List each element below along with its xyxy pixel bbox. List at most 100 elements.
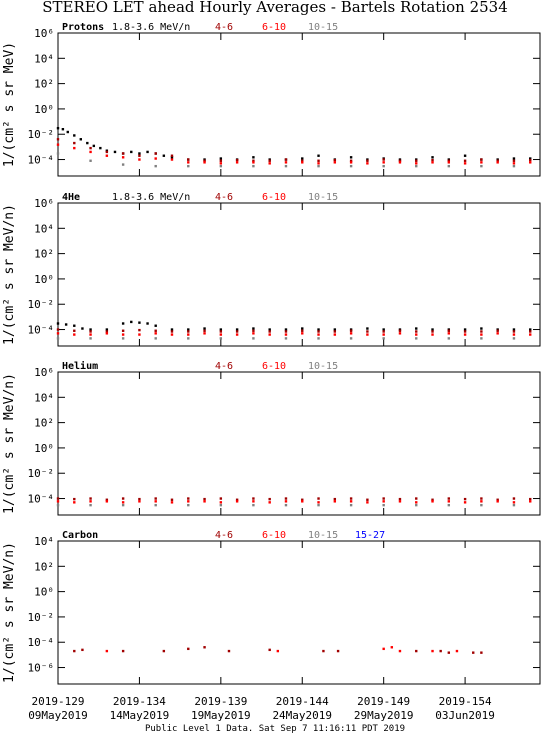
data-point: [529, 330, 532, 333]
data-point: [219, 159, 223, 162]
data-point: [268, 333, 271, 336]
data-point: [138, 497, 141, 501]
data-point: [203, 329, 206, 332]
data-point: [333, 500, 337, 503]
y-tick-label: 10⁻⁴: [28, 636, 55, 649]
data-point: [480, 161, 483, 164]
data-point: [317, 159, 320, 162]
data-point: [284, 158, 288, 161]
data-point: [496, 159, 499, 162]
data-point: [301, 327, 304, 330]
data-point: [219, 328, 223, 331]
data-point: [121, 501, 125, 504]
data-point: [382, 328, 385, 331]
data-point: [480, 327, 483, 330]
data-point: [154, 497, 157, 500]
data-point: [349, 328, 353, 331]
data-point: [512, 501, 516, 504]
data-point: [203, 158, 206, 161]
legend-entry: 6-10: [262, 22, 286, 33]
plot-frame: [57, 371, 541, 516]
data-point: [512, 330, 516, 333]
data-point: [415, 330, 418, 333]
legend-entry: 1.8-3.6 MeV/n: [112, 22, 190, 33]
data-point: [382, 330, 385, 333]
data-point: [187, 164, 190, 168]
data-point: [529, 157, 532, 160]
y-tick-label: 10⁻⁶: [28, 662, 55, 675]
data-point: [447, 164, 451, 168]
data-point: [154, 503, 157, 507]
data-point: [235, 328, 239, 331]
data-point: [301, 498, 304, 501]
data-point: [73, 497, 76, 501]
y-tick-label: 10⁻²: [28, 611, 55, 624]
y-tick-label: 10⁴: [34, 52, 54, 65]
data-point: [398, 161, 402, 164]
data-point: [105, 150, 109, 154]
data-point: [187, 500, 190, 503]
data-point: [162, 154, 166, 157]
data-point: [92, 144, 96, 148]
data-point: [154, 332, 157, 335]
data-point: [252, 497, 255, 500]
data-point: [366, 158, 369, 161]
y-tick-label: 10²: [34, 417, 54, 430]
data-point: [447, 337, 451, 340]
y-tick-label: 10⁻⁴: [28, 154, 55, 167]
data-point: [89, 159, 92, 162]
data-point: [138, 321, 141, 324]
data-point: [317, 337, 320, 340]
y-axis-label: 1/(cm² s sr MeV): [2, 42, 17, 167]
data-point: [447, 500, 451, 503]
data-point: [529, 158, 532, 162]
y-tick-label: 10⁻²: [28, 128, 55, 141]
data-point: [415, 158, 418, 161]
data-point: [203, 497, 206, 501]
data-point: [382, 161, 385, 164]
data-point: [480, 500, 483, 503]
data-point: [187, 503, 190, 507]
data-point: [317, 164, 320, 168]
data-point: [56, 143, 60, 146]
data-point: [415, 649, 418, 653]
plot-frame: [57, 202, 541, 347]
y-tick-label: 10⁶: [34, 27, 54, 40]
data-point: [447, 159, 451, 162]
data-point: [170, 330, 174, 333]
data-point: [301, 157, 304, 160]
data-point: [187, 158, 190, 161]
data-point: [447, 651, 451, 654]
data-point: [56, 138, 60, 141]
data-point: [398, 159, 402, 162]
data-point: [121, 497, 125, 500]
data-point: [73, 329, 76, 332]
data-point: [480, 337, 483, 340]
data-point: [130, 150, 133, 154]
data-point: [317, 330, 320, 333]
data-point: [219, 337, 223, 340]
data-point: [154, 324, 157, 327]
data-point: [529, 500, 532, 503]
data-point: [170, 158, 174, 161]
y-tick-label: 10²: [34, 560, 54, 573]
data-point: [56, 328, 60, 331]
plot-frame: [57, 540, 541, 685]
data-point: [89, 500, 92, 503]
data-point: [268, 159, 271, 162]
data-point: [398, 328, 402, 331]
data-point: [447, 497, 451, 500]
data-point: [219, 162, 223, 165]
data-point: [89, 330, 92, 333]
data-point: [512, 164, 516, 168]
data-point: [439, 649, 442, 653]
data-point: [235, 158, 239, 162]
data-point: [138, 328, 141, 332]
data-point: [219, 333, 223, 336]
data-point: [463, 497, 467, 501]
data-point: [366, 159, 369, 162]
data-point: [390, 646, 394, 649]
data-point: [349, 337, 353, 340]
data-point: [366, 330, 369, 333]
